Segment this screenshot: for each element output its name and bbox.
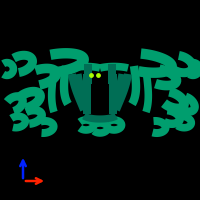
PathPatch shape	[9, 112, 29, 131]
PathPatch shape	[142, 70, 152, 113]
PathPatch shape	[49, 48, 89, 78]
PathPatch shape	[187, 59, 200, 79]
PathPatch shape	[154, 64, 181, 90]
PathPatch shape	[1, 59, 17, 79]
PathPatch shape	[11, 51, 37, 77]
PathPatch shape	[83, 74, 91, 114]
PathPatch shape	[82, 113, 118, 123]
PathPatch shape	[171, 51, 197, 77]
PathPatch shape	[99, 63, 129, 72]
PathPatch shape	[74, 73, 90, 109]
PathPatch shape	[68, 73, 88, 111]
PathPatch shape	[4, 92, 27, 115]
PathPatch shape	[176, 93, 199, 116]
PathPatch shape	[162, 106, 184, 128]
PathPatch shape	[78, 116, 97, 134]
PathPatch shape	[106, 116, 125, 134]
PathPatch shape	[108, 64, 116, 84]
PathPatch shape	[128, 65, 140, 106]
PathPatch shape	[24, 106, 46, 128]
PathPatch shape	[175, 113, 195, 132]
PathPatch shape	[34, 64, 61, 90]
PathPatch shape	[40, 117, 58, 137]
PathPatch shape	[109, 74, 117, 114]
PathPatch shape	[161, 87, 189, 113]
PathPatch shape	[17, 87, 45, 113]
PathPatch shape	[110, 73, 126, 109]
PathPatch shape	[60, 65, 72, 106]
Point	[89, 73, 93, 77]
PathPatch shape	[92, 119, 111, 137]
PathPatch shape	[71, 63, 101, 72]
PathPatch shape	[84, 64, 92, 84]
PathPatch shape	[112, 73, 132, 111]
Point	[96, 73, 99, 77]
PathPatch shape	[152, 117, 170, 137]
PathPatch shape	[48, 70, 58, 113]
PathPatch shape	[137, 48, 177, 78]
